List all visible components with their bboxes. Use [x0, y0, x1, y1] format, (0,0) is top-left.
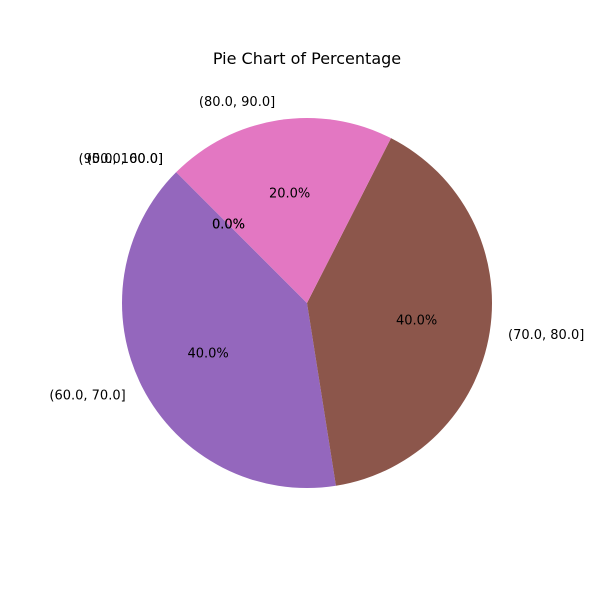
- slice-pct-label-1: 40.0%: [187, 346, 228, 361]
- pie-slices: [121, 118, 492, 488]
- slice-label-1: (60.0, 70.0]: [49, 388, 125, 403]
- slice-label-2: (70.0, 80.0]: [508, 328, 584, 343]
- slice-pct-label-3: 20.0%: [269, 186, 310, 201]
- slice-pct-label-2: 40.0%: [396, 313, 437, 328]
- slice-pct-label-4: 0.0%: [212, 218, 245, 233]
- pie-slice-1: [121, 172, 336, 488]
- slice-pct-label-0: 0.0%: [212, 218, 245, 233]
- pie-slice-2: [307, 138, 492, 486]
- pie-labels: (50.0, 60.0] 0.0% (60.0, 70.0] 40.0% (70.0, …: [49, 95, 584, 403]
- chart-title: Pie Chart of Percentage: [213, 49, 401, 68]
- slice-label-0: (50.0, 60.0]: [87, 152, 163, 167]
- slice-label-4: (90.0, 100.0]: [79, 152, 164, 167]
- slice-label-3: (80.0, 90.0]: [199, 95, 275, 110]
- pie-slice-3: [176, 118, 391, 303]
